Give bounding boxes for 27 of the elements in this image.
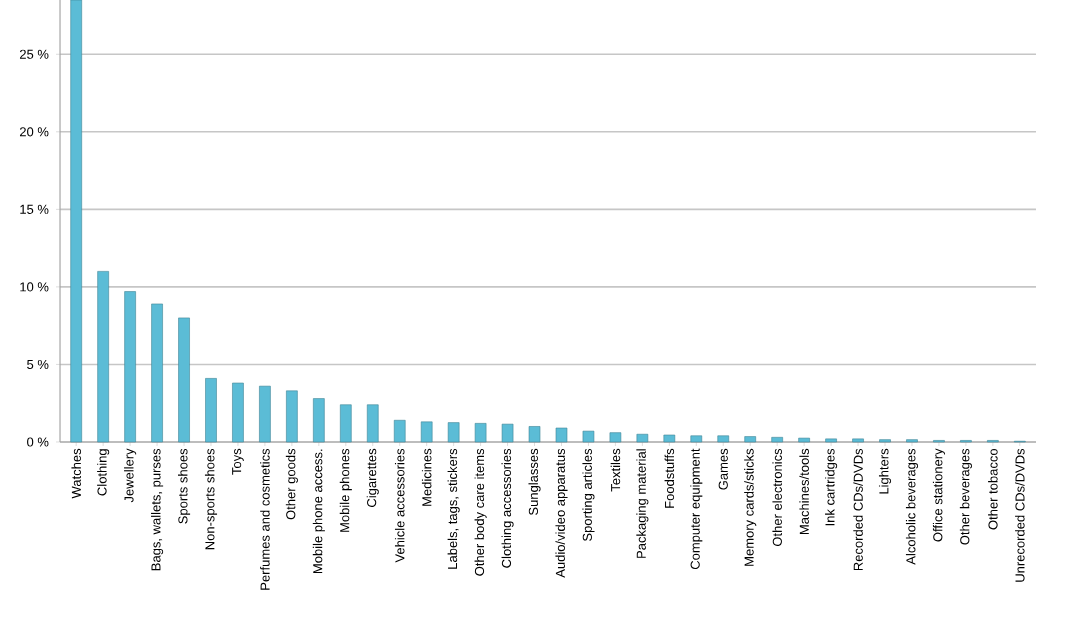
bar <box>771 437 783 443</box>
bar <box>528 426 541 443</box>
bar <box>124 291 136 443</box>
bar <box>501 423 514 443</box>
bar <box>636 433 649 443</box>
bar <box>205 378 217 443</box>
bar <box>313 398 325 443</box>
bar <box>340 404 352 443</box>
bar <box>259 385 271 443</box>
bar <box>151 303 163 443</box>
bar <box>555 427 568 443</box>
bar <box>663 434 676 443</box>
bar <box>393 419 406 443</box>
bar <box>420 421 433 443</box>
bar <box>609 432 622 443</box>
bar <box>474 423 487 443</box>
bar <box>717 435 730 443</box>
bar <box>582 430 595 443</box>
bar <box>178 317 190 443</box>
bar <box>690 435 703 443</box>
bar <box>366 404 379 443</box>
bar <box>70 0 82 443</box>
bar <box>97 271 109 443</box>
bar <box>744 436 757 443</box>
bar <box>286 390 298 443</box>
bar <box>232 382 244 443</box>
bar <box>447 422 460 443</box>
